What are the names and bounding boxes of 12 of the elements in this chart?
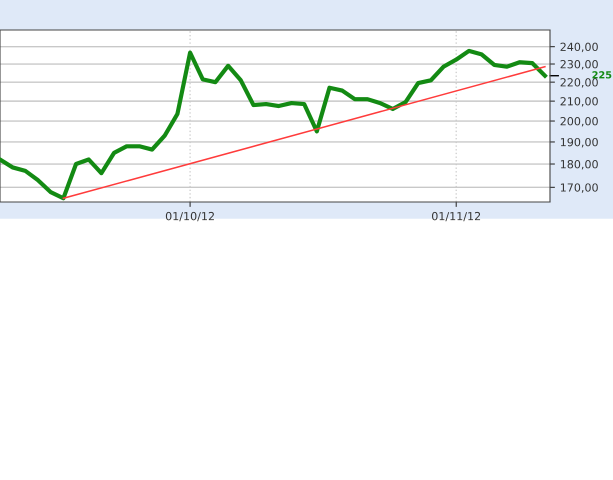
y-tick-label: 170,00 [560,183,598,193]
y-tick-label: 220,00 [560,78,598,88]
line-series [0,48,548,200]
x-tick-label: 01/11/12 [432,212,480,222]
y-tick-label: 240,00 [560,42,598,52]
y-tick-label: 200,00 [560,117,598,127]
y-tick-label: 210,00 [560,97,598,107]
y-tick-label: 190,00 [560,138,598,148]
text: 225 [592,71,612,79]
x-tick-label: 01/10/12 [166,212,214,222]
y-tick-label: 230,00 [560,60,598,70]
y-tick-label: 180,00 [560,160,598,170]
